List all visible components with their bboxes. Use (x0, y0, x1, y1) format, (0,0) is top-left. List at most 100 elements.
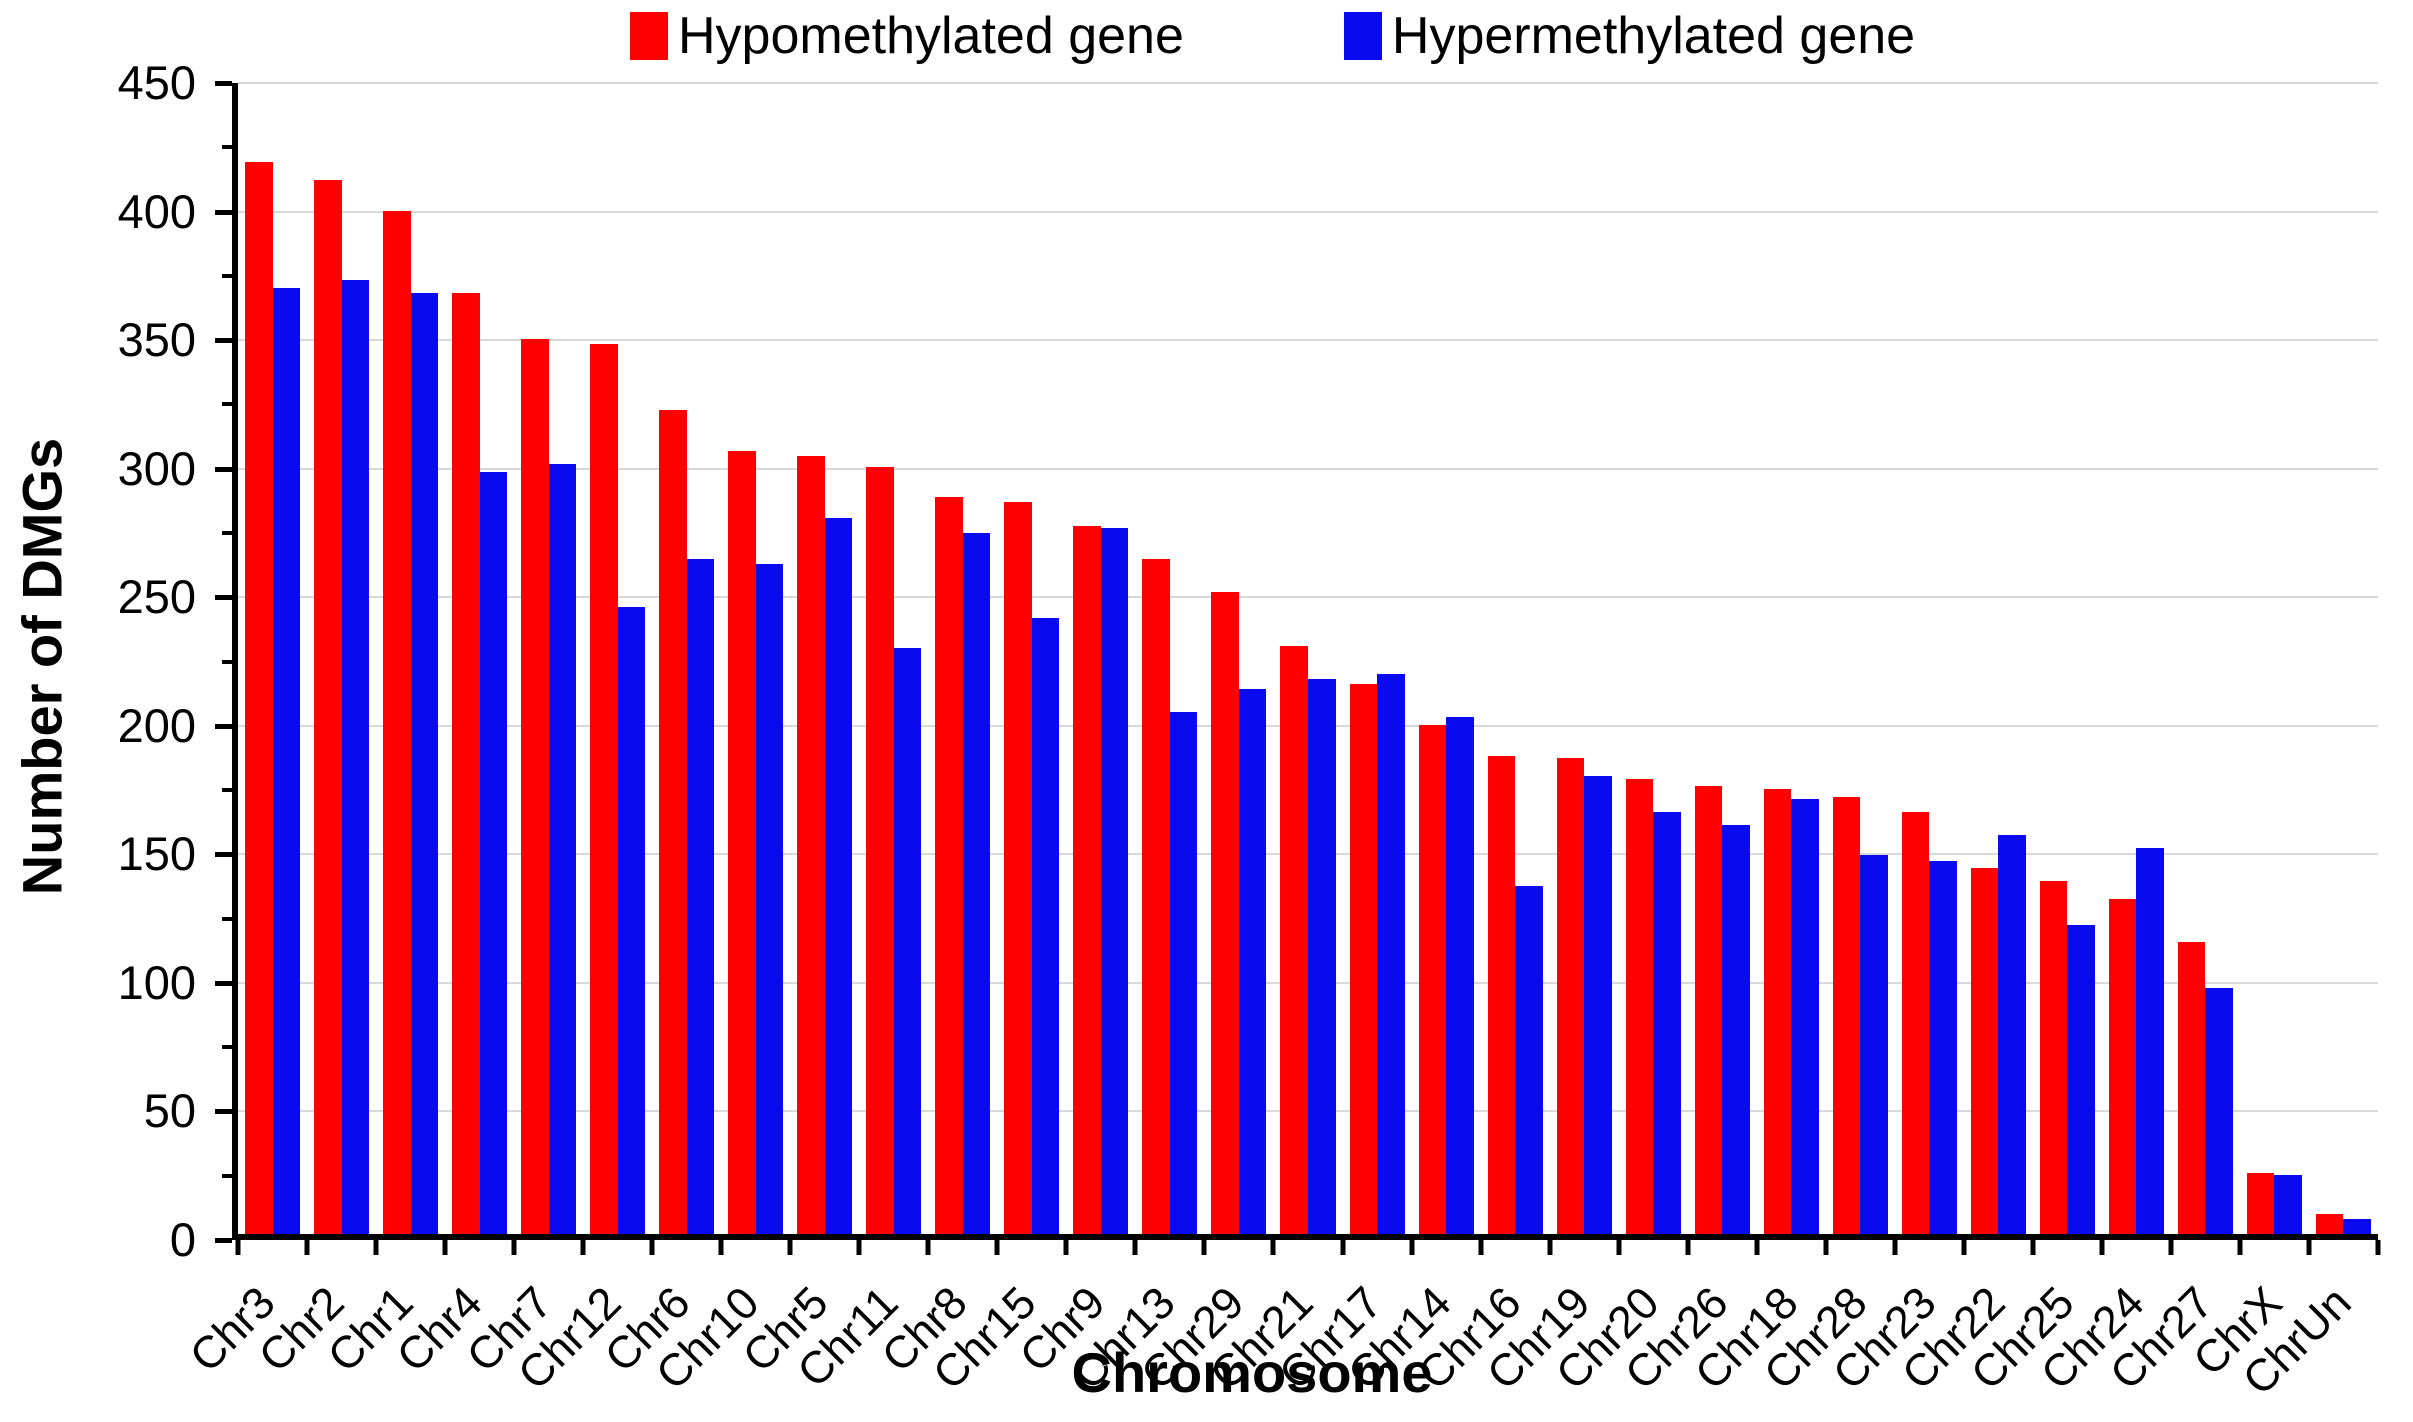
bars-container (238, 83, 2378, 1234)
bar-hypomethylated-ChrUn (2315, 1213, 2344, 1234)
bar-hypermethylated-Chr16 (1515, 886, 1543, 1234)
x-axis-tick (442, 1240, 448, 1255)
x-axis-title: Chromosome (1071, 1341, 1433, 1404)
bar-hypermethylated-ChrUn (2343, 1218, 2371, 1234)
x-axis-tick (1961, 1240, 1967, 1255)
x-axis-tick (1547, 1240, 1553, 1255)
y-tick-label: 300 (117, 441, 196, 495)
bar-hypermethylated-Chr17 (1377, 673, 1405, 1234)
bar-hypomethylated-Chr27 (2177, 942, 2206, 1234)
bar-group (1826, 83, 1895, 1234)
bar-group (1343, 83, 1412, 1234)
x-axis-tick (994, 1240, 1000, 1255)
x-axis-tick (2030, 1240, 2036, 1255)
legend: Hypomethylated gene Hypermethylated gene (630, 6, 1915, 66)
bar-hypermethylated-Chr11 (893, 648, 922, 1234)
bar-group (859, 83, 928, 1234)
y-axis-minor-tick (222, 788, 232, 793)
x-axis-tick (1340, 1240, 1346, 1255)
gridline (238, 210, 2378, 213)
y-tick-label: 250 (117, 570, 196, 624)
bar-group (928, 83, 997, 1234)
y-axis-major-tick (215, 209, 232, 215)
y-axis-minor-tick (222, 1045, 232, 1050)
x-axis-tick (2306, 1240, 2312, 1255)
bar-hypomethylated-Chr9 (1073, 525, 1101, 1234)
x-axis-tick (373, 1240, 379, 1255)
x-axis-tick (2168, 1240, 2174, 1255)
bar-hypomethylated-Chr14 (1418, 725, 1447, 1234)
y-tick-label: 450 (117, 56, 196, 109)
y-axis-minor-tick (222, 659, 232, 664)
bar-hypomethylated-Chr8 (935, 497, 963, 1234)
bar-hypermethylated-Chr10 (755, 563, 784, 1234)
y-axis-major-tick (215, 81, 232, 86)
bar-group (1481, 83, 1550, 1234)
bar-hypomethylated-Chr19 (1556, 758, 1585, 1234)
bar-group (376, 83, 445, 1234)
bar-group (1964, 83, 2033, 1234)
bar-group (2171, 83, 2240, 1234)
x-axis-tick (1616, 1240, 1622, 1255)
y-axis-minor-tick (222, 916, 232, 921)
x-axis-tick (925, 1240, 931, 1255)
bar-group (1895, 83, 1964, 1234)
bar-hypomethylated-Chr2 (314, 180, 342, 1234)
bar-hypomethylated-Chr22 (1970, 868, 1999, 1234)
bar-hypomethylated-Chr24 (2108, 898, 2137, 1234)
legend-label-hypomethylated: Hypomethylated gene (678, 7, 1184, 65)
y-axis-major-tick (215, 1238, 232, 1243)
legend-label-hypermethylated: Hypermethylated gene (1391, 7, 1916, 65)
bar-hypermethylated-Chr26 (1722, 824, 1750, 1234)
bar-hypermethylated-Chr8 (962, 533, 991, 1234)
bar-group (307, 83, 376, 1234)
bar-group (1066, 83, 1135, 1234)
bar-hypermethylated-Chr12 (617, 607, 646, 1234)
bar-group (1619, 83, 1688, 1234)
y-axis-minor-tick (222, 402, 232, 407)
bar-hypomethylated-ChrX (2246, 1172, 2275, 1234)
bar-hypermethylated-Chr28 (1860, 855, 1888, 1234)
bar-group (1757, 83, 1826, 1234)
bar-hypomethylated-Chr28 (1832, 796, 1861, 1234)
x-axis-tick (856, 1240, 862, 1255)
x-axis-tick (2099, 1240, 2105, 1255)
bar-hypomethylated-Chr15 (1004, 502, 1032, 1234)
bar-hypermethylated-Chr24 (2136, 847, 2164, 1234)
x-axis-tick (1478, 1240, 1484, 1255)
bar-group (652, 83, 721, 1234)
y-axis-major-tick (215, 338, 232, 344)
bar-hypermethylated-Chr18 (1791, 799, 1819, 1234)
bar-hypomethylated-Chr6 (659, 410, 687, 1234)
plot-area (215, 81, 2381, 1255)
gridline (238, 596, 2378, 599)
gridline (238, 82, 2378, 84)
y-axis-minor-tick (222, 273, 232, 278)
x-axis-tick (2237, 1240, 2243, 1255)
legend-swatch-red-icon (630, 12, 668, 60)
bar-hypomethylated-Chr17 (1349, 684, 1378, 1234)
bar-hypermethylated-Chr4 (479, 471, 508, 1234)
x-axis-tick (1063, 1240, 1069, 1255)
bar-group (1688, 83, 1757, 1234)
legend-item-hypermethylated: Hypermethylated gene (1343, 6, 1916, 66)
y-tick-label: 400 (117, 184, 196, 238)
bar-hypermethylated-Chr19 (1584, 776, 1612, 1234)
bar-hypermethylated-Chr5 (824, 517, 853, 1234)
x-axis-tick (1132, 1240, 1138, 1255)
bar-group (1204, 83, 1273, 1234)
bar-hypomethylated-Chr12 (590, 343, 618, 1234)
bar-hypomethylated-Chr29 (1211, 592, 1239, 1234)
gridline (238, 339, 2378, 342)
y-axis-minor-tick (222, 145, 232, 150)
bar-hypermethylated-Chr20 (1653, 811, 1681, 1234)
bar-group (721, 83, 790, 1234)
y-tick-label: 200 (117, 698, 196, 752)
bar-hypomethylated-Chr18 (1763, 788, 1792, 1234)
bar-hypermethylated-Chr29 (1238, 689, 1267, 1234)
bar-group (2033, 83, 2102, 1234)
legend-item-hypomethylated: Hypomethylated gene (630, 6, 1184, 66)
bar-group (2240, 83, 2309, 1234)
y-tick-label: 150 (117, 827, 196, 881)
bar-hypermethylated-ChrX (2274, 1175, 2302, 1234)
